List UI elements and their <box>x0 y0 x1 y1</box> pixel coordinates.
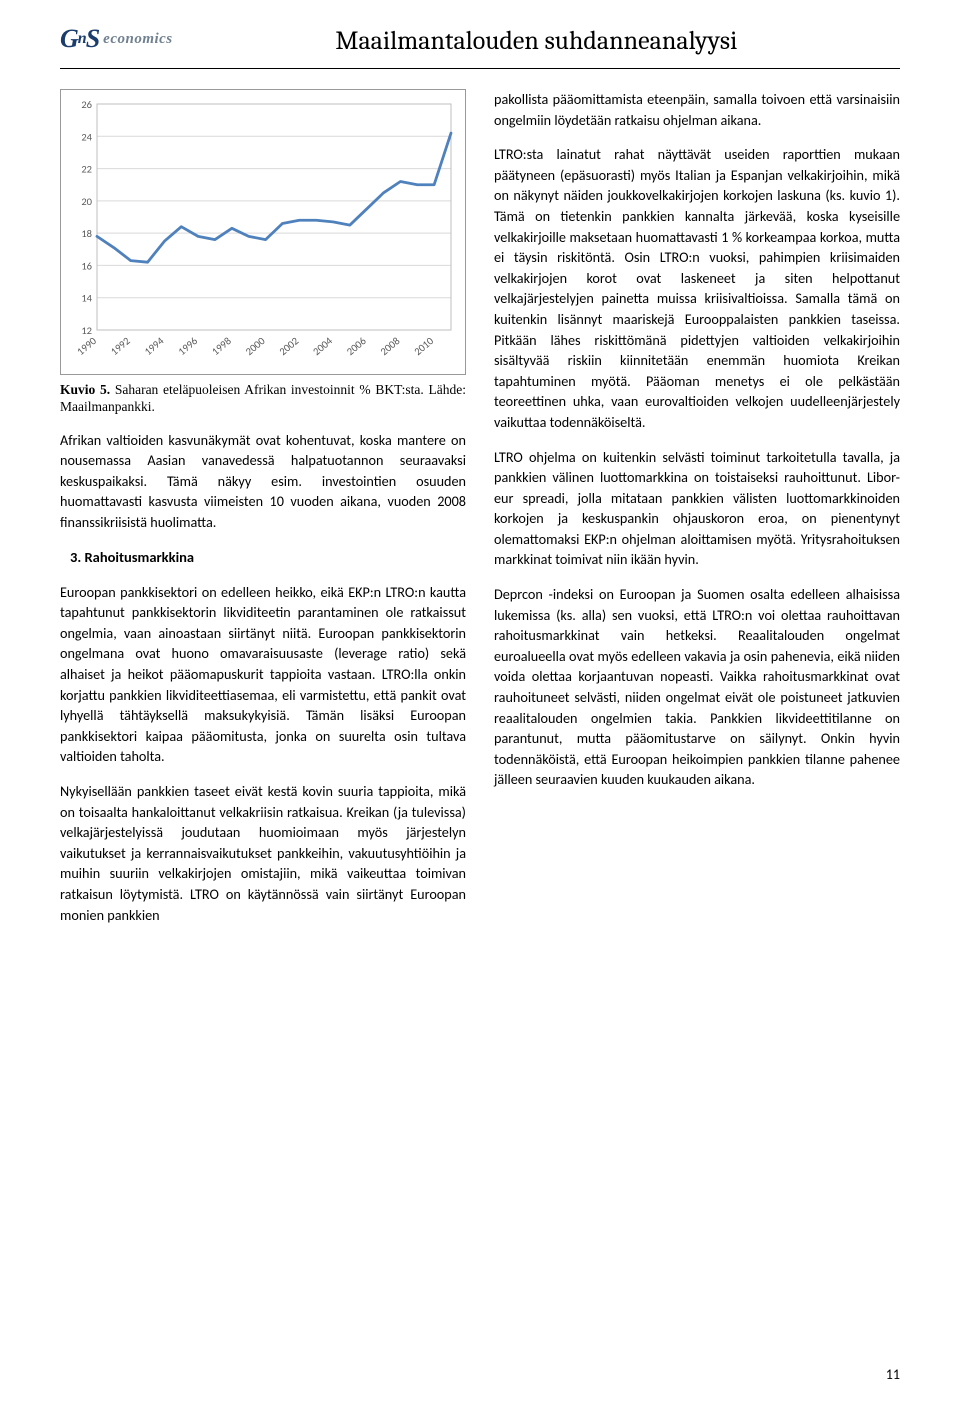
page-title: Maailmantalouden suhdanneanalyysi <box>173 24 900 56</box>
header-rule <box>60 68 900 69</box>
left-p1: Afrikan valtioiden kasvunäkymät ovat koh… <box>60 430 466 533</box>
svg-text:2006: 2006 <box>344 334 369 358</box>
logo-sup: n <box>78 30 86 48</box>
svg-text:24: 24 <box>81 130 92 143</box>
logo-main: G <box>60 24 78 54</box>
svg-text:20: 20 <box>81 195 92 208</box>
svg-text:14: 14 <box>81 292 92 305</box>
right-p1: pakollista pääomittamista eteenpäin, sam… <box>494 89 900 130</box>
right-column: pakollista pääomittamista eteenpäin, sam… <box>494 89 900 939</box>
logo-s: S <box>86 24 99 54</box>
svg-text:1996: 1996 <box>175 334 200 358</box>
svg-text:2000: 2000 <box>243 334 268 358</box>
svg-text:2002: 2002 <box>277 334 302 358</box>
right-p3: LTRO ohjelma on kuitenkin selvästi toimi… <box>494 447 900 571</box>
left-p2: Euroopan pankkisektori on edelleen heikk… <box>60 582 466 767</box>
svg-text:1994: 1994 <box>142 334 167 358</box>
svg-text:1992: 1992 <box>108 334 133 358</box>
logo: GnS economics <box>60 24 173 54</box>
right-p4: Deprcon -indeksi on Euroopan ja Suomen o… <box>494 584 900 790</box>
svg-text:1998: 1998 <box>209 334 234 358</box>
columns: 1214161820222426199019921994199619982000… <box>60 89 900 939</box>
svg-text:2004: 2004 <box>310 334 335 358</box>
caption-bold: Kuvio 5. <box>60 382 110 397</box>
line-chart: 1214161820222426199019921994199619982000… <box>67 96 459 366</box>
svg-text:2008: 2008 <box>378 334 403 358</box>
chart-caption: Kuvio 5. Saharan eteläpuoleisen Afrikan … <box>60 381 466 416</box>
right-p2: LTRO:sta lainatut rahat näyttävät useide… <box>494 144 900 432</box>
svg-text:18: 18 <box>81 227 92 240</box>
chart-frame: 1214161820222426199019921994199619982000… <box>60 89 466 375</box>
left-p3: Nykyisellään pankkien taseet eivät kestä… <box>60 781 466 925</box>
caption-text: Saharan eteläpuoleisen Afrikan investoin… <box>60 382 466 415</box>
logo-sub: economics <box>103 31 173 48</box>
svg-text:2010: 2010 <box>411 334 436 358</box>
section-heading: 3. Rahoitusmarkkina <box>70 547 466 568</box>
left-column: 1214161820222426199019921994199619982000… <box>60 89 466 939</box>
svg-text:16: 16 <box>81 259 92 272</box>
svg-text:1990: 1990 <box>74 334 99 358</box>
svg-text:22: 22 <box>81 163 92 176</box>
page-number: 11 <box>886 1366 900 1383</box>
header: GnS economics Maailmantalouden suhdannea… <box>60 24 900 56</box>
svg-text:26: 26 <box>81 98 92 111</box>
